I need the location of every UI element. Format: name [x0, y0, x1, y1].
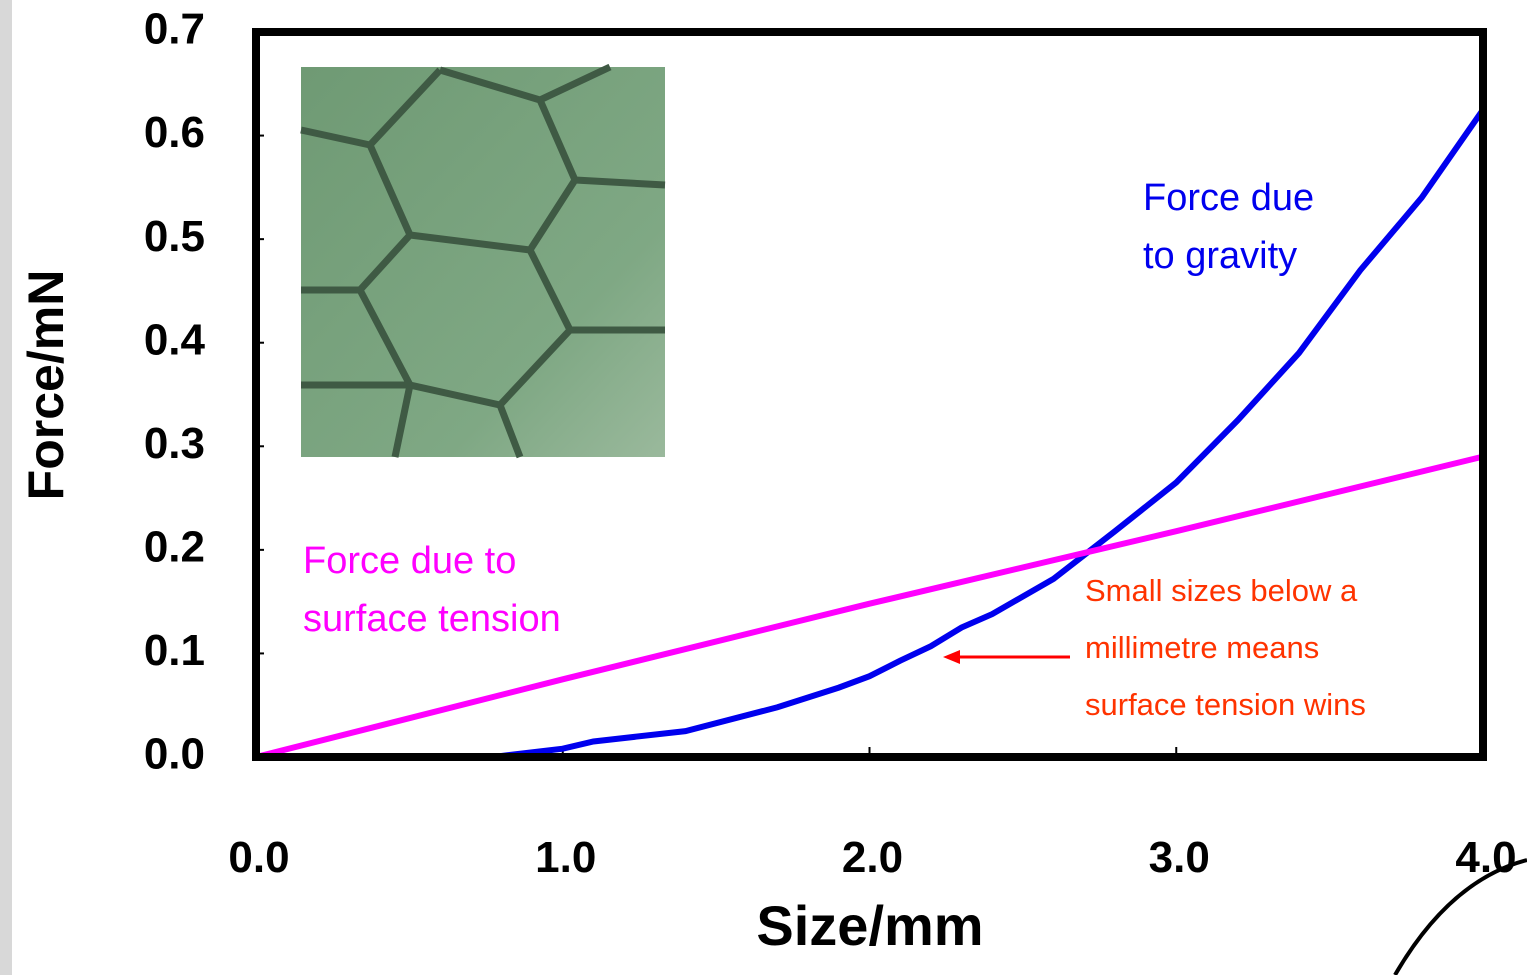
- y-tick-label: 0.2: [144, 522, 205, 571]
- annotation: surface tension wins: [1085, 687, 1366, 722]
- y-tick-label: 0.3: [144, 419, 205, 468]
- x-tick-label: 2.0: [842, 833, 903, 882]
- annotation: Force due to: [303, 540, 516, 582]
- chart: Force/mN Size/mm 0.0 0.1 0.2 0.3 0.4 0.5 0.6 0.…: [0, 0, 1527, 975]
- x-axis-label: Size/mm: [756, 894, 983, 957]
- x-tick-label: 1.0: [535, 833, 596, 882]
- x-tick-label: 3.0: [1149, 833, 1210, 882]
- y-tick-label: 0.5: [144, 212, 205, 261]
- annotation: to gravity: [1143, 235, 1297, 277]
- x-tick-label: 0.0: [228, 833, 289, 882]
- y-tick-label: 0.7: [144, 5, 205, 54]
- x-tick-label: 4.0: [1455, 833, 1516, 882]
- arrow-head: [943, 650, 960, 664]
- annotation: Small sizes below a: [1085, 573, 1358, 608]
- annotation: Force due: [1143, 177, 1314, 219]
- y-tick-label: 0.4: [144, 315, 206, 364]
- side-strip: [0, 0, 12, 975]
- annotation: surface tension: [303, 598, 561, 640]
- photo: [301, 67, 665, 457]
- annotation: millimetre means: [1085, 630, 1319, 665]
- y-tick-label: 0.1: [144, 626, 205, 675]
- y-tick-label: 0.0: [144, 730, 205, 779]
- y-axis-label: Force/mN: [18, 270, 74, 501]
- y-tick-label: 0.6: [144, 108, 205, 157]
